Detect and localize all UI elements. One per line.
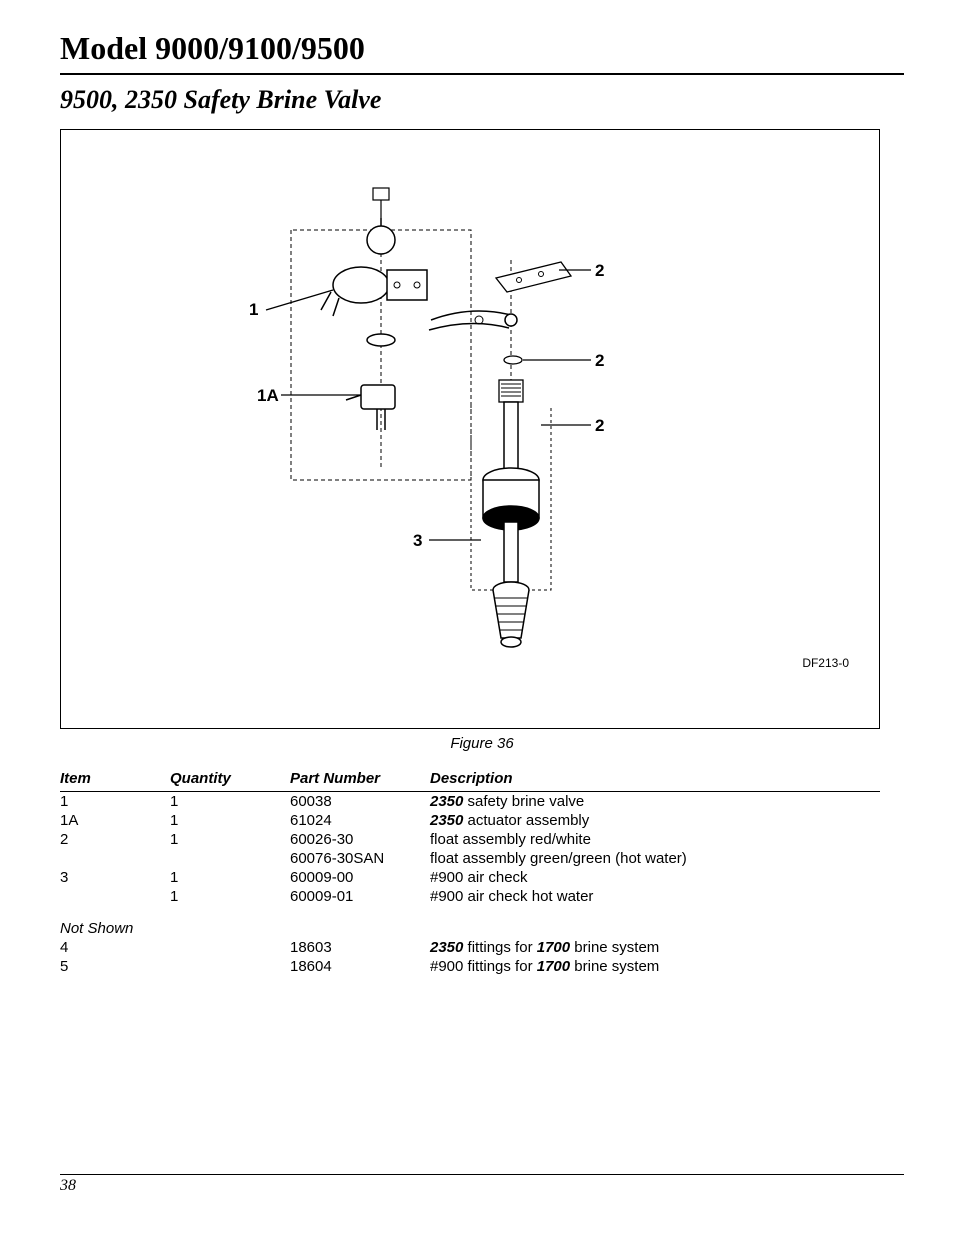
callout-1a: 1A bbox=[257, 386, 279, 406]
table-row: 2160026-30float assembly red/white bbox=[60, 830, 880, 849]
table-row: 4186032350 fittings for 1700 brine syste… bbox=[60, 938, 880, 957]
table-row: 160009-01#900 air check hot water bbox=[60, 887, 880, 906]
page-number: 38 bbox=[60, 1177, 76, 1194]
figure-code: DF213-0 bbox=[802, 656, 849, 670]
table-header-row: Item Quantity Part Number Description bbox=[60, 766, 880, 792]
footer: 38 bbox=[60, 1174, 904, 1195]
table-row: 3160009-00#900 air check bbox=[60, 868, 880, 887]
parts-table: Item Quantity Part Number Description 11… bbox=[60, 766, 880, 976]
not-shown-row: Not Shown bbox=[60, 906, 880, 938]
footer-rule bbox=[60, 1174, 904, 1175]
callout-2c: 2 bbox=[595, 416, 604, 436]
exploded-drawing: 1 1A 2 2 2 3 bbox=[211, 170, 711, 670]
col-item: Item bbox=[60, 766, 170, 792]
callout-2a: 2 bbox=[595, 261, 604, 281]
col-desc: Description bbox=[430, 766, 880, 792]
header-title: Model 9000/9100/9500 bbox=[60, 30, 904, 67]
col-qty: Quantity bbox=[170, 766, 290, 792]
drawing-svg bbox=[211, 170, 711, 670]
header-rule bbox=[60, 73, 904, 75]
figure-box: 1 1A 2 2 2 3 DF213-0 bbox=[60, 129, 880, 729]
col-pn: Part Number bbox=[290, 766, 430, 792]
table-row: 518604#900 fittings for 1700 brine syste… bbox=[60, 957, 880, 976]
table-row: 60076-30SANfloat assembly green/green (h… bbox=[60, 849, 880, 868]
callout-3: 3 bbox=[413, 531, 422, 551]
section-title: 9500, 2350 Safety Brine Valve bbox=[60, 85, 904, 115]
callout-1: 1 bbox=[249, 300, 258, 320]
table-row: 11600382350 safety brine valve bbox=[60, 792, 880, 812]
callout-2b: 2 bbox=[595, 351, 604, 371]
figure-caption: Figure 36 bbox=[60, 735, 904, 752]
table-row: 1A1610242350 actuator assembly bbox=[60, 811, 880, 830]
